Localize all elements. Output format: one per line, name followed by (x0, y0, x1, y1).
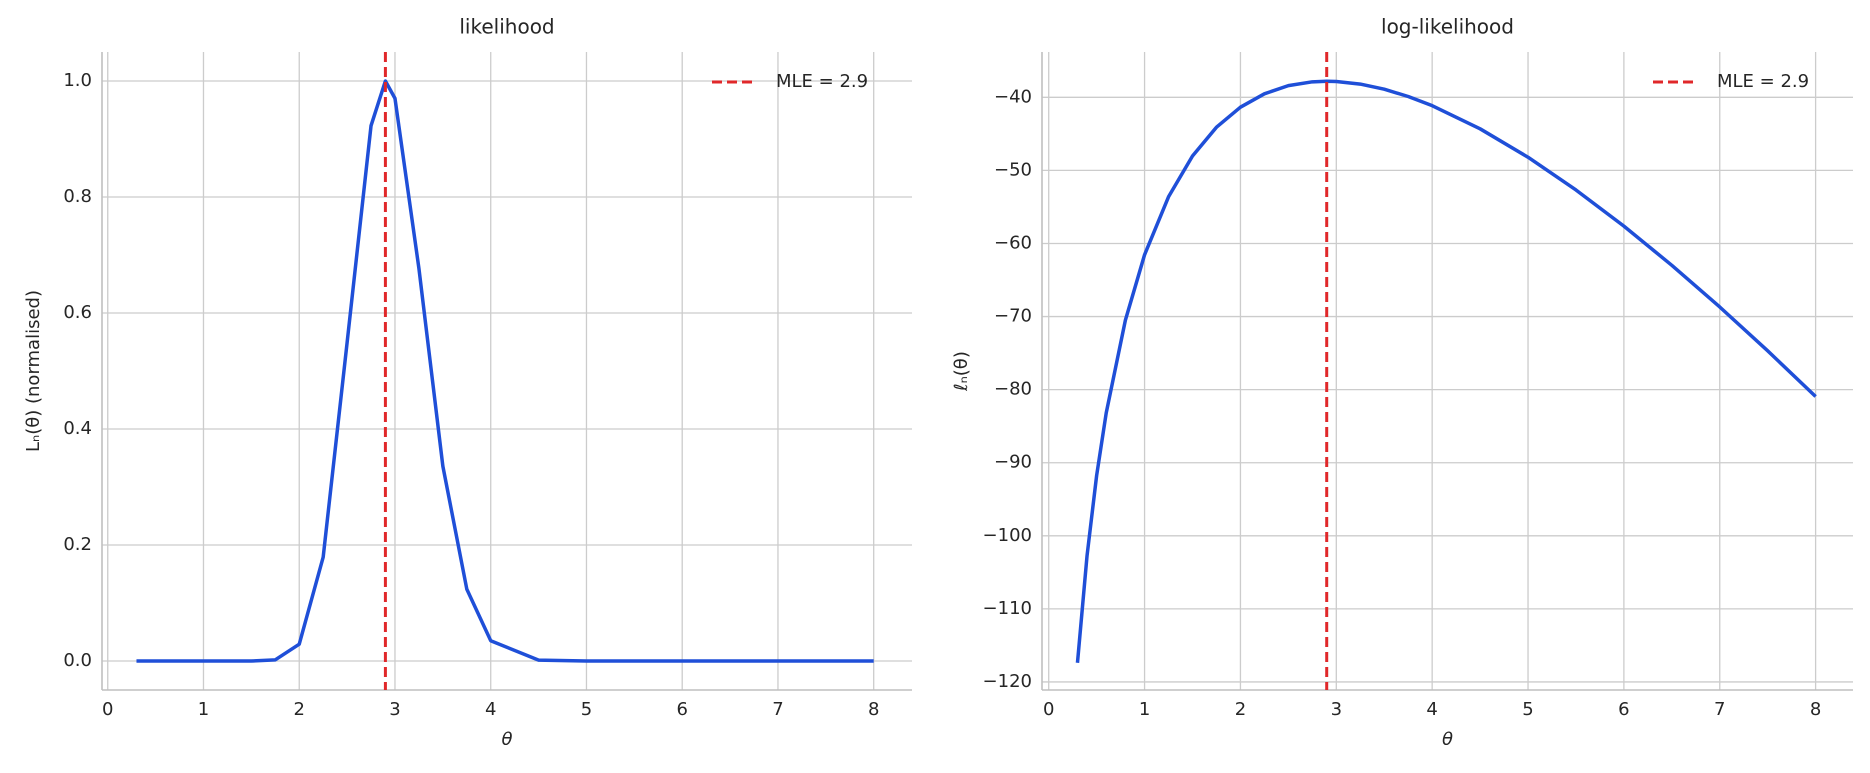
y-tick-label: −110 (983, 598, 1032, 619)
x-tick-label: 8 (868, 699, 879, 720)
data-line (1075, 79, 1817, 663)
y-tick-label: −70 (994, 306, 1032, 327)
y-tick-label: −50 (994, 159, 1032, 180)
y-tick-label: 0.0 (63, 650, 92, 671)
y-axis-label: ℓₙ(θ) (951, 351, 972, 392)
x-tick-label: 6 (1618, 699, 1629, 720)
x-tick-label: 3 (389, 699, 400, 720)
x-tick-label: 1 (198, 699, 209, 720)
x-tick-label: 0 (102, 699, 113, 720)
x-tick-label: 1 (1139, 699, 1150, 720)
x-tick-label: 2 (1235, 699, 1246, 720)
x-tick-label: 6 (676, 699, 687, 720)
y-tick-label: −100 (983, 525, 1032, 546)
chart-title: log-likelihood (1381, 15, 1514, 39)
x-tick-label: 5 (1522, 699, 1533, 720)
y-tick-label: 0.6 (63, 302, 92, 323)
x-axis-label: θ (501, 729, 512, 750)
x-tick-label: 2 (294, 699, 305, 720)
legend-label: MLE = 2.9 (776, 71, 868, 92)
y-tick-label: 1.0 (63, 70, 92, 91)
panel: 0 1 2 3 4 5 6 7 8 −120 −110 −100 −90 −80 −70 −60 −50 −40 l… (951, 15, 1853, 750)
y-tick-label: −40 (994, 86, 1032, 107)
y-tick-label: 0.4 (63, 418, 92, 439)
y-tick-label: −120 (983, 671, 1032, 692)
x-tick-label: 5 (581, 699, 592, 720)
x-tick-label: 8 (1810, 699, 1821, 720)
x-tick-label: 7 (772, 699, 783, 720)
y-tick-label: −90 (994, 452, 1032, 473)
y-tick-label: −60 (994, 232, 1032, 253)
y-axis-label: Lₙ(θ) (normalised) (23, 290, 44, 452)
panel: 0 1 2 3 4 5 6 7 8 0.0 0.2 0.4 0.6 0.8 1.0 likelihood θ Lₙ… (23, 15, 912, 750)
y-tick-label: 0.2 (63, 534, 92, 555)
data-line (136, 79, 874, 663)
y-tick-label: 0.8 (63, 186, 92, 207)
x-tick-label: 0 (1043, 699, 1054, 720)
x-tick-label: 3 (1331, 699, 1342, 720)
x-axis-label: θ (1442, 729, 1453, 750)
x-tick-label: 4 (1426, 699, 1437, 720)
chart-title: likelihood (459, 15, 554, 39)
x-tick-label: 7 (1714, 699, 1725, 720)
legend-label: MLE = 2.9 (1717, 71, 1809, 92)
y-tick-label: −80 (994, 379, 1032, 400)
x-tick-label: 4 (485, 699, 496, 720)
